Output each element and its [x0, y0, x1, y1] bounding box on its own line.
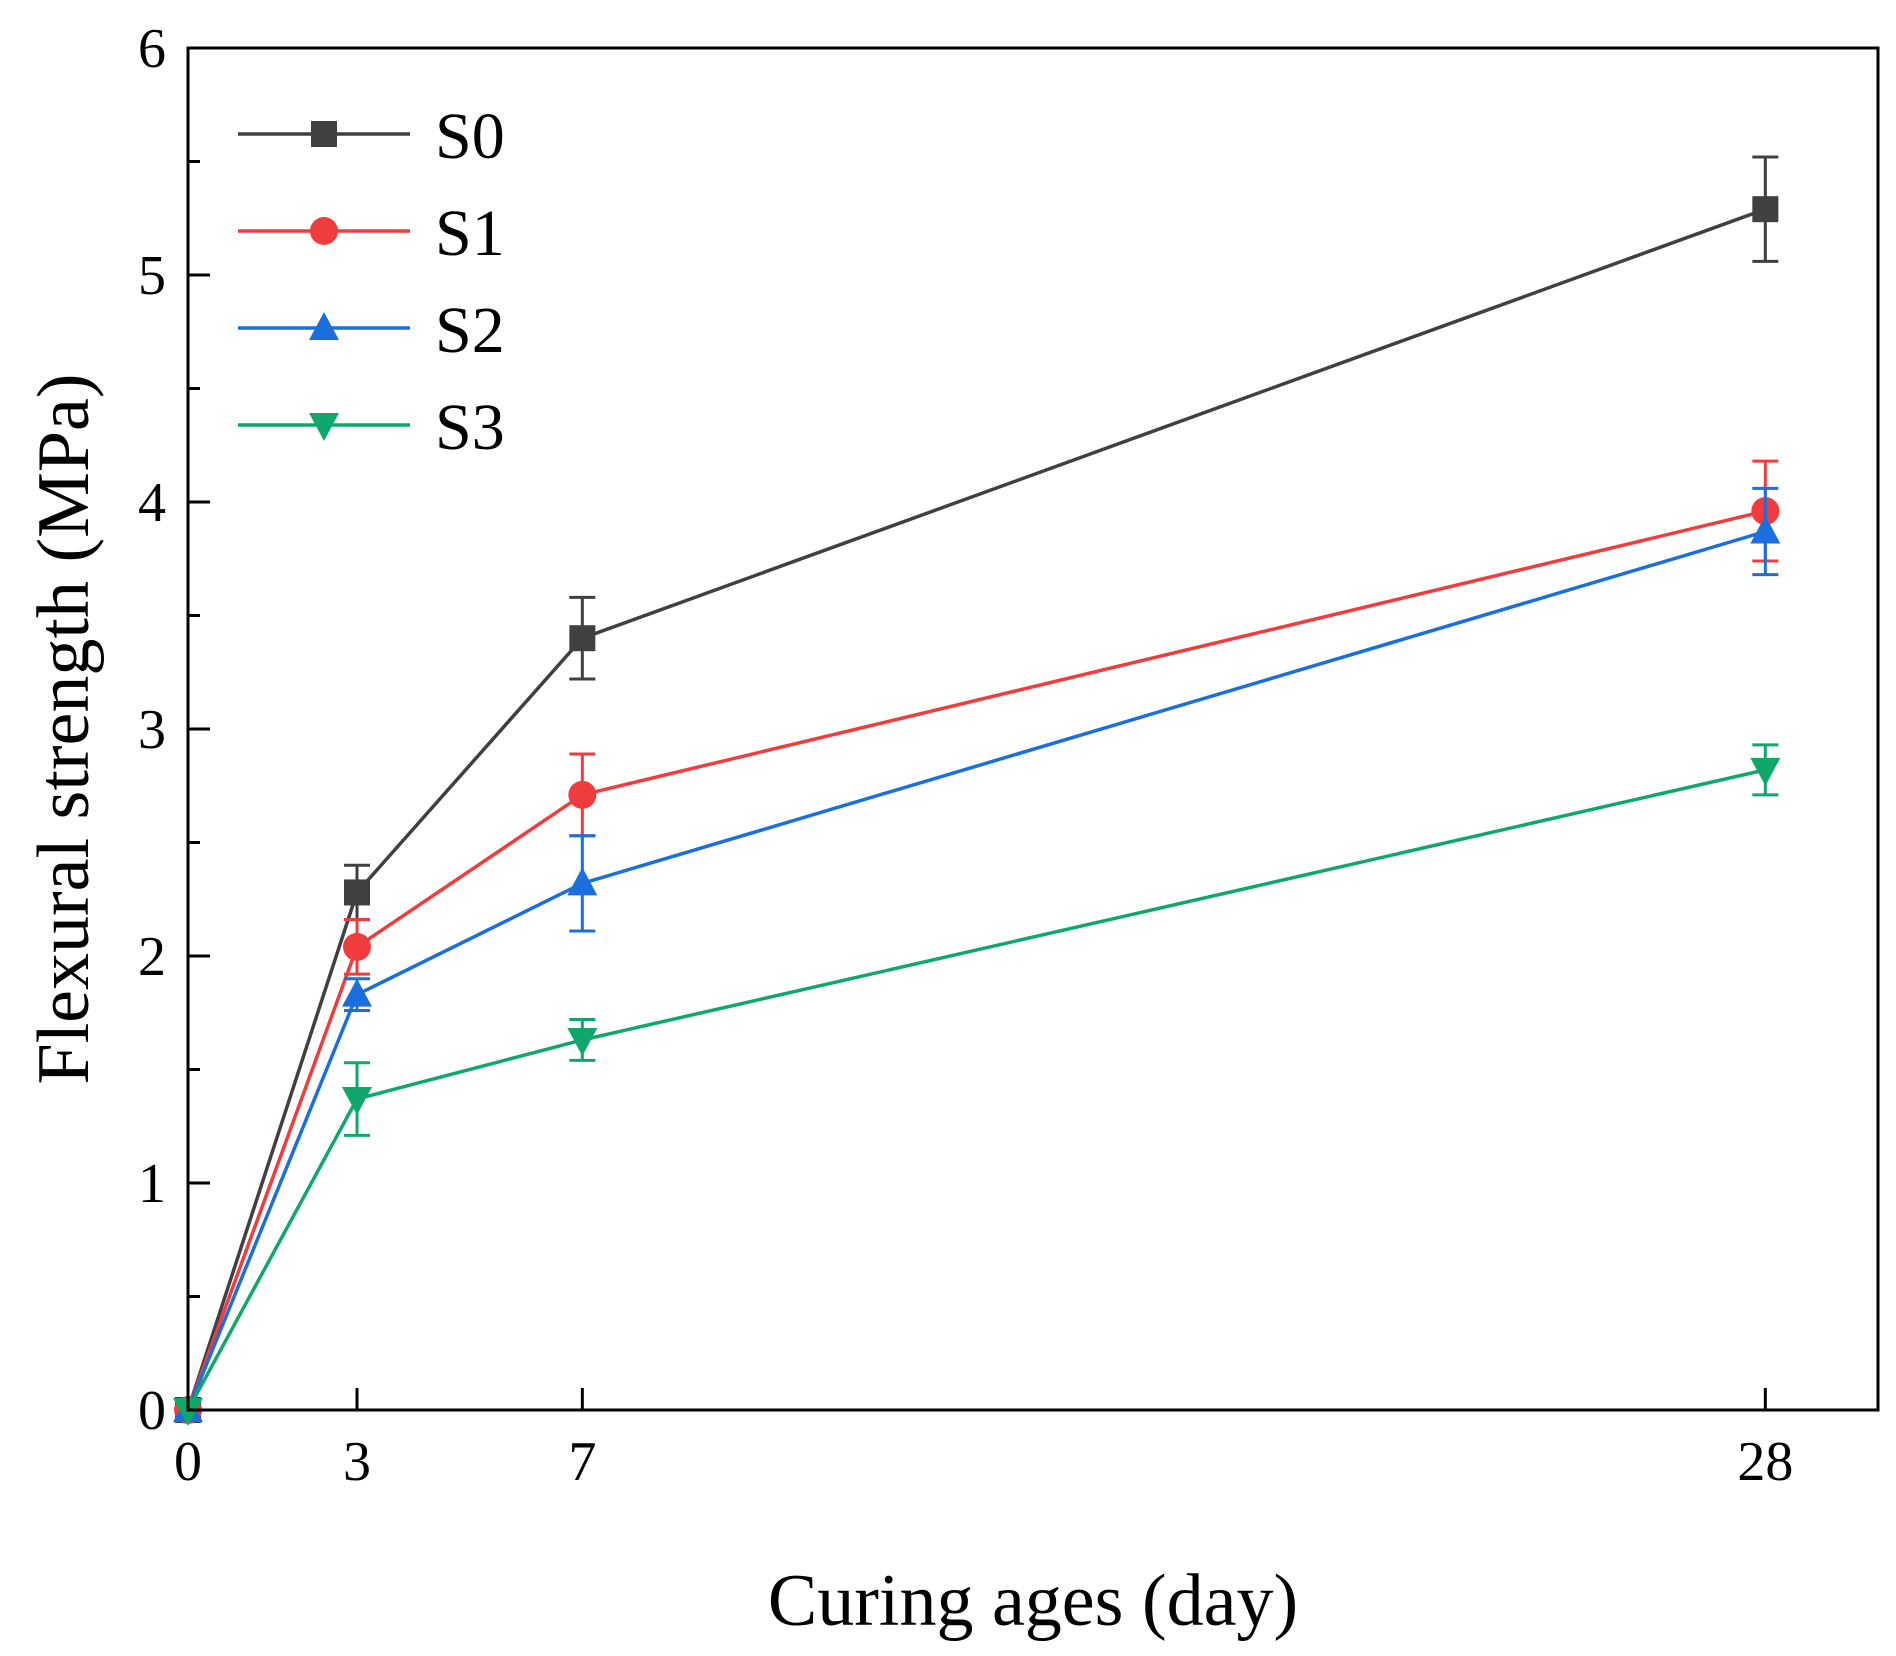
legend-item-s3: S3 — [238, 391, 505, 464]
legend-item-s2: S2 — [238, 294, 505, 367]
legend-marker-s1 — [310, 217, 338, 245]
y-tick-label: 1 — [138, 1153, 166, 1215]
legend-marker-s2 — [309, 312, 339, 340]
x-axis-title: Curing ages (day) — [768, 1560, 1298, 1642]
y-tick-label: 0 — [138, 1380, 166, 1442]
legend-label-s1: S1 — [435, 197, 505, 270]
y-tick-label: 5 — [138, 245, 166, 307]
x-tick-label: 7 — [568, 1431, 596, 1493]
data-point-s1 — [343, 932, 371, 961]
series-line-s1 — [186, 509, 1766, 1411]
data-point-s2 — [567, 867, 598, 896]
series-s3 — [173, 743, 1781, 1426]
data-point-s3 — [173, 1398, 203, 1426]
series-line-s0 — [186, 207, 1766, 1411]
data-point-s3 — [567, 1027, 598, 1056]
y-tick-label: 6 — [138, 18, 166, 80]
legend: S0 S1 S2 S3 — [238, 100, 505, 464]
x-tick-label: 28 — [1737, 1431, 1793, 1493]
series-line-s2 — [186, 529, 1766, 1411]
legend-marker-s0 — [311, 121, 337, 147]
data-point-s3 — [1750, 757, 1781, 786]
data-point-s0 — [344, 879, 370, 906]
legend-item-s1: S1 — [238, 197, 505, 270]
plot-frame — [186, 46, 1880, 1412]
data-point-s1 — [568, 780, 597, 809]
data-point-s2 — [1750, 515, 1781, 544]
y-tick-label: 3 — [138, 699, 166, 761]
data-point-s0 — [1752, 196, 1779, 223]
y-tick-label: 4 — [138, 472, 166, 534]
legend-item-s0: S0 — [238, 100, 505, 173]
y-axis-title: Flexural strength (MPa) — [23, 373, 105, 1084]
legend-label-s2: S2 — [435, 294, 505, 367]
data-point-s3 — [342, 1087, 372, 1116]
legend-label-s0: S0 — [435, 100, 505, 173]
x-tick-label: 3 — [343, 1431, 371, 1493]
y-tick-label: 2 — [138, 926, 166, 988]
legend-label-s3: S3 — [435, 391, 505, 464]
legend-marker-s3 — [309, 413, 339, 441]
data-point-s2 — [342, 978, 372, 1007]
series-line-s3 — [186, 768, 1766, 1411]
data-point-s0 — [569, 625, 596, 652]
ticks-layer: 0 1 2 3 4 5 6 0 3 7 28 — [138, 18, 1793, 1493]
x-tick-label: 0 — [174, 1431, 202, 1493]
series-s2 — [173, 486, 1781, 1422]
